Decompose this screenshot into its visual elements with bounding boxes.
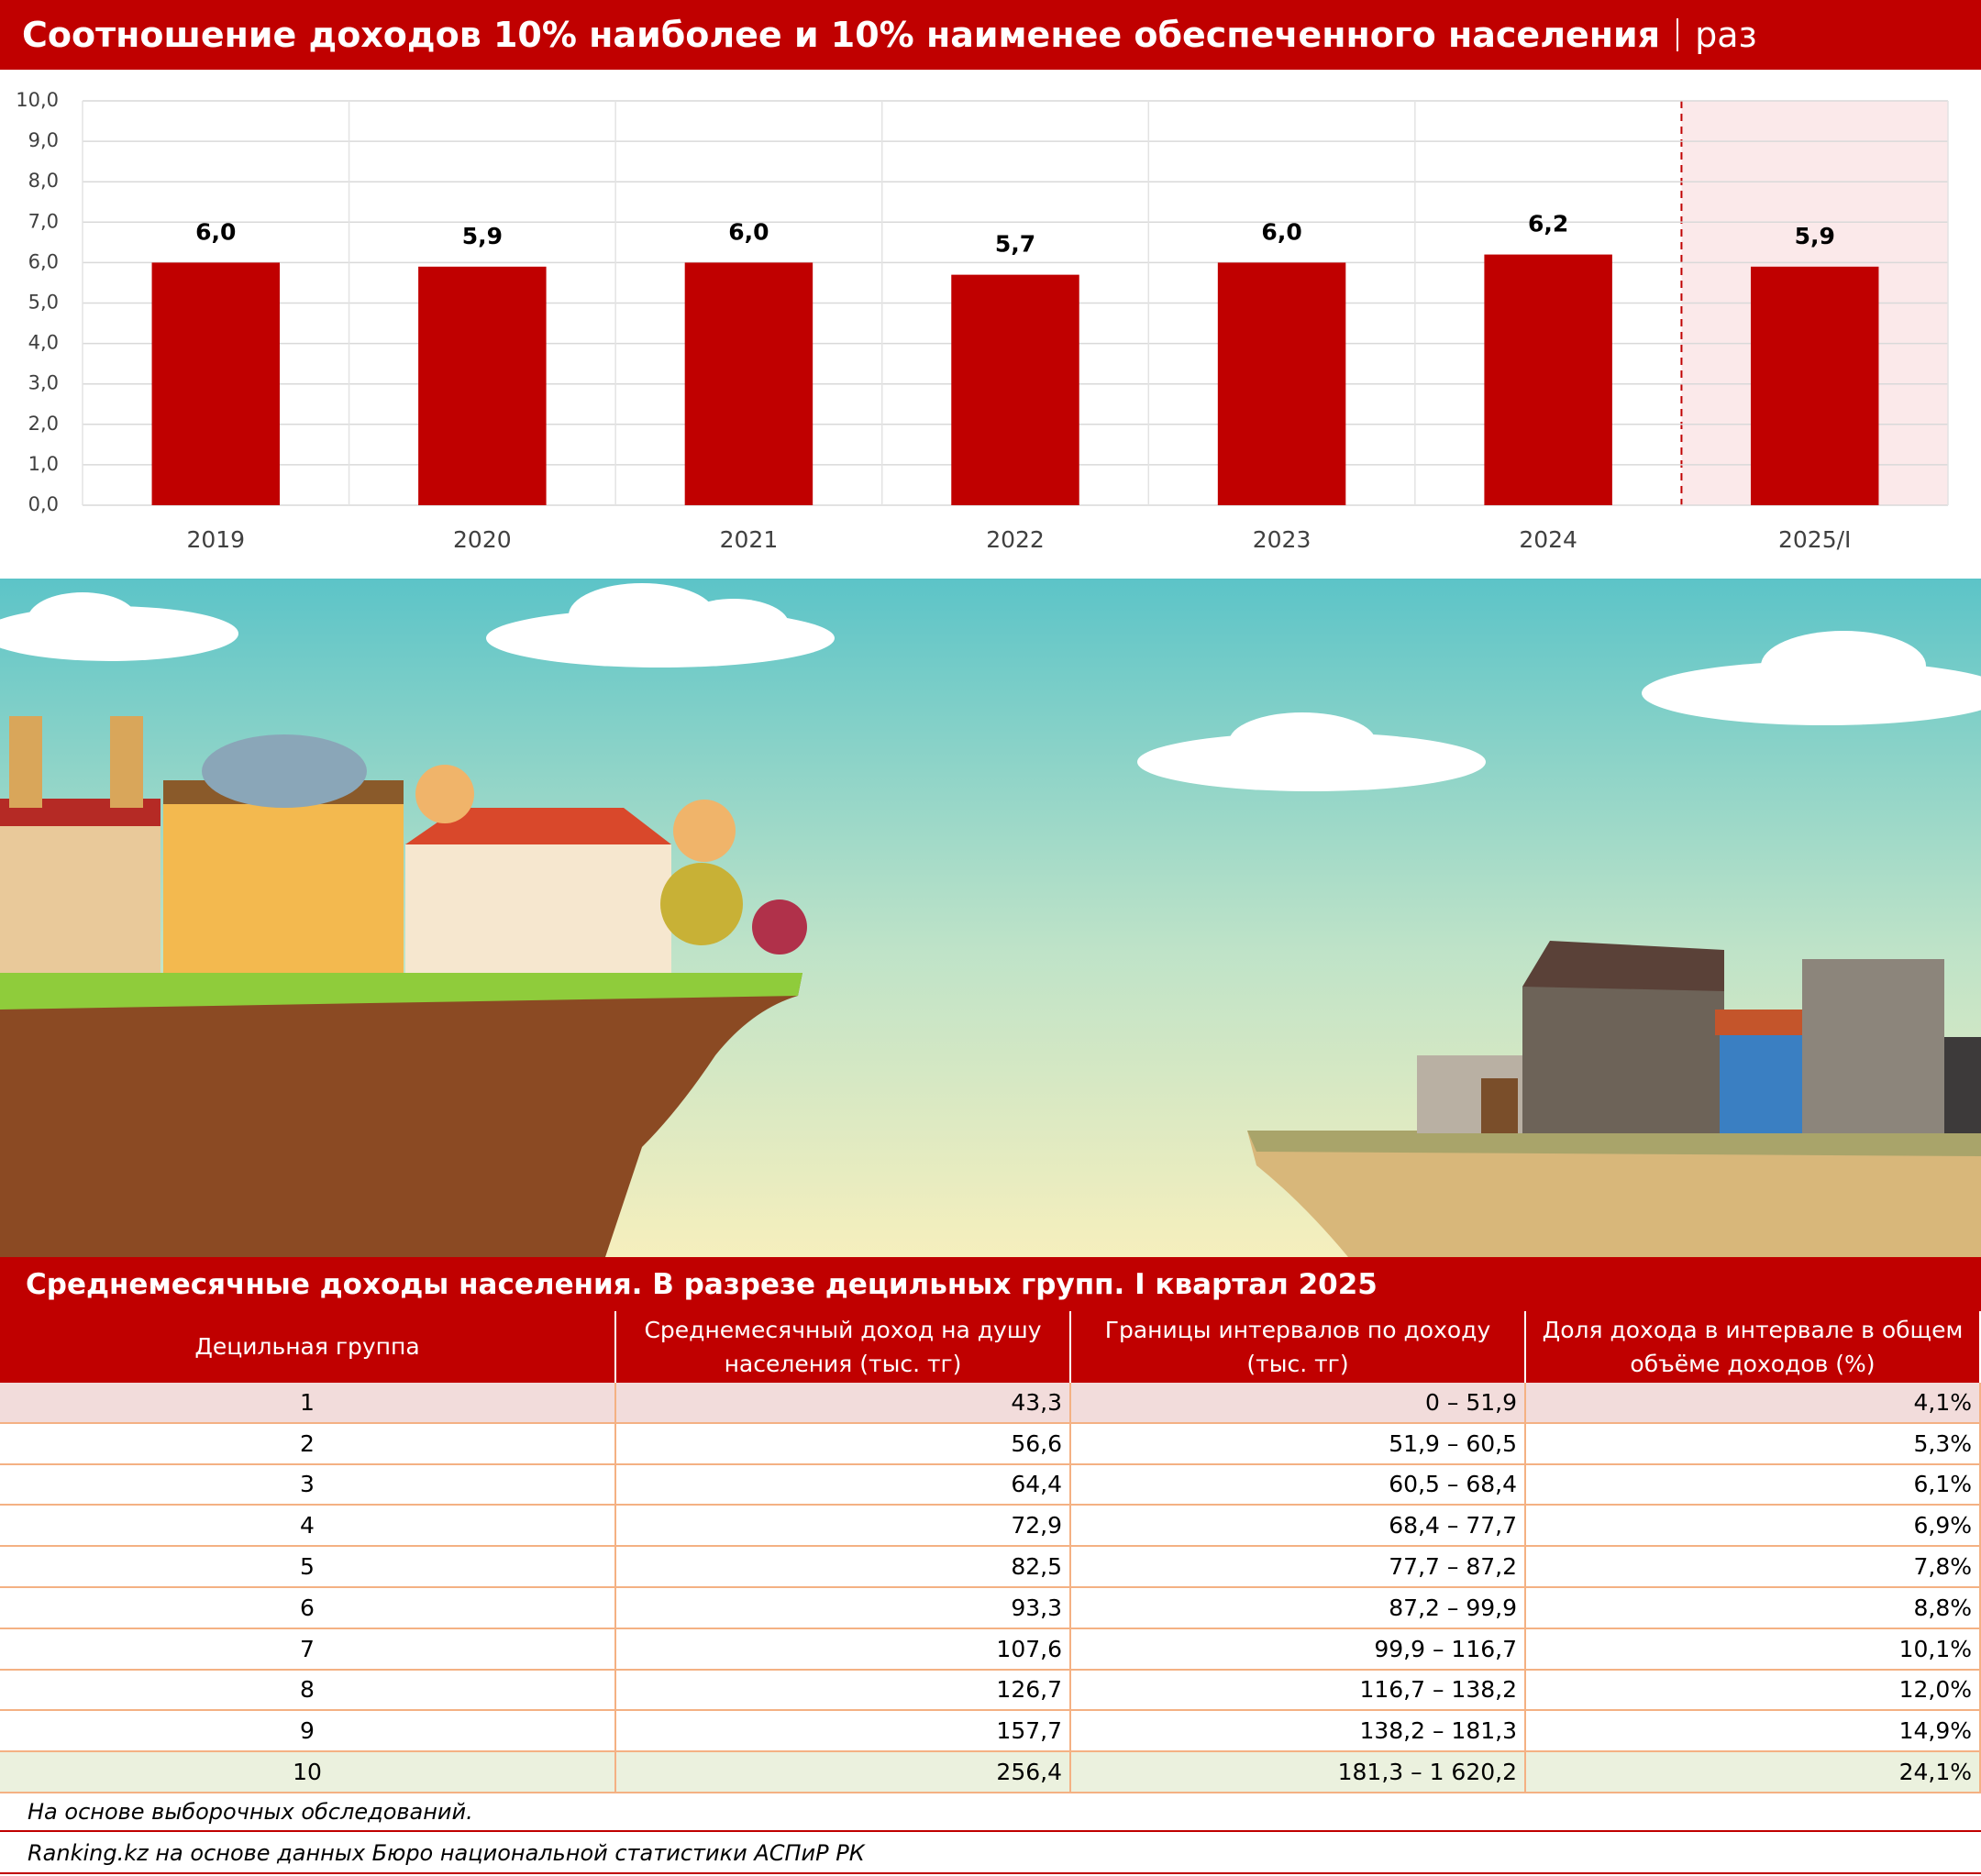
table-cell: 10 xyxy=(0,1752,616,1793)
clouds xyxy=(0,583,1981,791)
table-cell: 12,0% xyxy=(1526,1670,1981,1712)
table-cell: 56,6 xyxy=(616,1423,1071,1465)
chart-header: Соотношение доходов 10% наиболее и 10% н… xyxy=(0,0,1981,70)
value-label: 5,9 xyxy=(1795,223,1835,249)
x-tick-label: 2020 xyxy=(453,526,512,553)
right-ground xyxy=(1247,1131,1981,1156)
table-cell: 99,9 – 116,7 xyxy=(1071,1628,1526,1671)
rich-buildings xyxy=(0,716,807,973)
value-label: 5,9 xyxy=(462,223,503,249)
right-cliff xyxy=(1247,1131,1981,1257)
table-cell: 6,9% xyxy=(1526,1506,1981,1548)
y-tick-label: 10,0 xyxy=(16,89,59,111)
value-label: 5,7 xyxy=(995,231,1035,258)
y-tick-label: 2,0 xyxy=(28,413,59,435)
table-cell: 9 xyxy=(0,1711,616,1753)
bar xyxy=(151,262,281,505)
poor-buildings xyxy=(1417,941,1981,1133)
left-cliff xyxy=(0,973,802,1257)
table-cell: 87,2 – 99,9 xyxy=(1071,1588,1526,1629)
table-cell: 68,4 – 77,7 xyxy=(1071,1506,1526,1548)
table-cell: 126,7 xyxy=(616,1670,1071,1712)
bar xyxy=(684,262,813,505)
y-tick-label: 1,0 xyxy=(28,453,59,475)
table-cell: 51,9 – 60,5 xyxy=(1071,1423,1526,1465)
table-cell: 43,3 xyxy=(616,1383,1071,1424)
table-source: Ranking.kz на основе данных Бюро национа… xyxy=(0,1834,1981,1874)
value-label: 6,2 xyxy=(1528,211,1568,237)
table-cell: 116,7 – 138,2 xyxy=(1071,1670,1526,1712)
table-cell: 64,4 xyxy=(616,1464,1071,1506)
table-cell: 4,1% xyxy=(1526,1383,1981,1424)
y-tick-label: 4,0 xyxy=(28,332,59,354)
table-cell: 1 xyxy=(0,1383,616,1424)
table-cell: 82,5 xyxy=(616,1547,1071,1588)
value-label: 6,0 xyxy=(728,218,769,245)
column-header: Децильная группа xyxy=(0,1311,616,1383)
y-tick-label: 8,0 xyxy=(28,170,59,192)
bar xyxy=(418,266,547,505)
table-cell: 77,7 – 87,2 xyxy=(1071,1547,1526,1588)
value-label: 6,0 xyxy=(195,218,236,245)
column-header: Границы интервалов по доходу (тыс. тг) xyxy=(1071,1311,1526,1383)
table-cell: 5,3% xyxy=(1526,1423,1981,1465)
x-tick-label: 2023 xyxy=(1253,526,1311,553)
table-cell: 10,1% xyxy=(1526,1628,1981,1671)
table-cell: 24,1% xyxy=(1526,1752,1981,1793)
table-cell: 0 – 51,9 xyxy=(1071,1383,1526,1424)
y-tick-label: 0,0 xyxy=(28,493,59,515)
table-cell: 6 xyxy=(0,1588,616,1629)
table-cell: 6,1% xyxy=(1526,1464,1981,1506)
table-cell: 107,6 xyxy=(616,1628,1071,1671)
table-cell: 72,9 xyxy=(616,1506,1071,1548)
table-cell: 7,8% xyxy=(1526,1547,1981,1588)
table-cell: 256,4 xyxy=(616,1752,1071,1793)
y-tick-label: 6,0 xyxy=(28,250,59,272)
separator xyxy=(1677,18,1679,51)
column-header: Доля дохода в интервале в общем объёме д… xyxy=(1526,1311,1981,1383)
table-cell: 93,3 xyxy=(616,1588,1071,1629)
column-header: Среднемесячный доход на душу населения (… xyxy=(616,1311,1071,1383)
chart: 0,0 1,0 2,0 3,0 4,0 5,0 6,0 7,0 8,0 9,0 10,0 2019 6,… xyxy=(16,89,1949,553)
chart-unit: раз xyxy=(1695,15,1757,55)
table-cell: 5 xyxy=(0,1547,616,1588)
x-tick-label: 2025/I xyxy=(1778,526,1851,553)
table-cell: 8 xyxy=(0,1670,616,1712)
table-cell: 2 xyxy=(0,1423,616,1465)
table-title: Среднемесячные доходы населения. В разре… xyxy=(0,1257,1981,1311)
y-tick-label: 7,0 xyxy=(28,210,59,232)
x-tick-label: 2021 xyxy=(720,526,779,553)
bar xyxy=(1484,254,1612,505)
table-cell: 7 xyxy=(0,1628,616,1671)
table-cell: 60,5 – 68,4 xyxy=(1071,1464,1526,1506)
x-tick-label: 2019 xyxy=(186,526,245,553)
y-tick-label: 5,0 xyxy=(28,292,59,314)
y-tick-label: 9,0 xyxy=(28,129,59,151)
value-label: 6,0 xyxy=(1261,218,1301,245)
table-cell: 3 xyxy=(0,1464,616,1506)
x-tick-label: 2022 xyxy=(986,526,1045,553)
table-cell: 8,8% xyxy=(1526,1588,1981,1629)
table-note: На основе выборочных обследований. xyxy=(0,1793,1981,1832)
bar xyxy=(1217,262,1346,505)
illustration xyxy=(0,579,1981,1257)
table-cell: 14,9% xyxy=(1526,1711,1981,1753)
y-tick-label: 3,0 xyxy=(28,372,59,394)
bar xyxy=(951,274,1079,505)
bar xyxy=(1750,266,1879,505)
table-cell: 138,2 – 181,3 xyxy=(1071,1711,1526,1753)
table-cell: 4 xyxy=(0,1506,616,1548)
left-grass xyxy=(0,973,802,1010)
table-cell: 181,3 – 1 620,2 xyxy=(1071,1752,1526,1793)
x-tick-label: 2024 xyxy=(1519,526,1577,553)
table-cell: 157,7 xyxy=(616,1711,1071,1753)
chart-title: Соотношение доходов 10% наиболее и 10% н… xyxy=(22,15,1661,55)
